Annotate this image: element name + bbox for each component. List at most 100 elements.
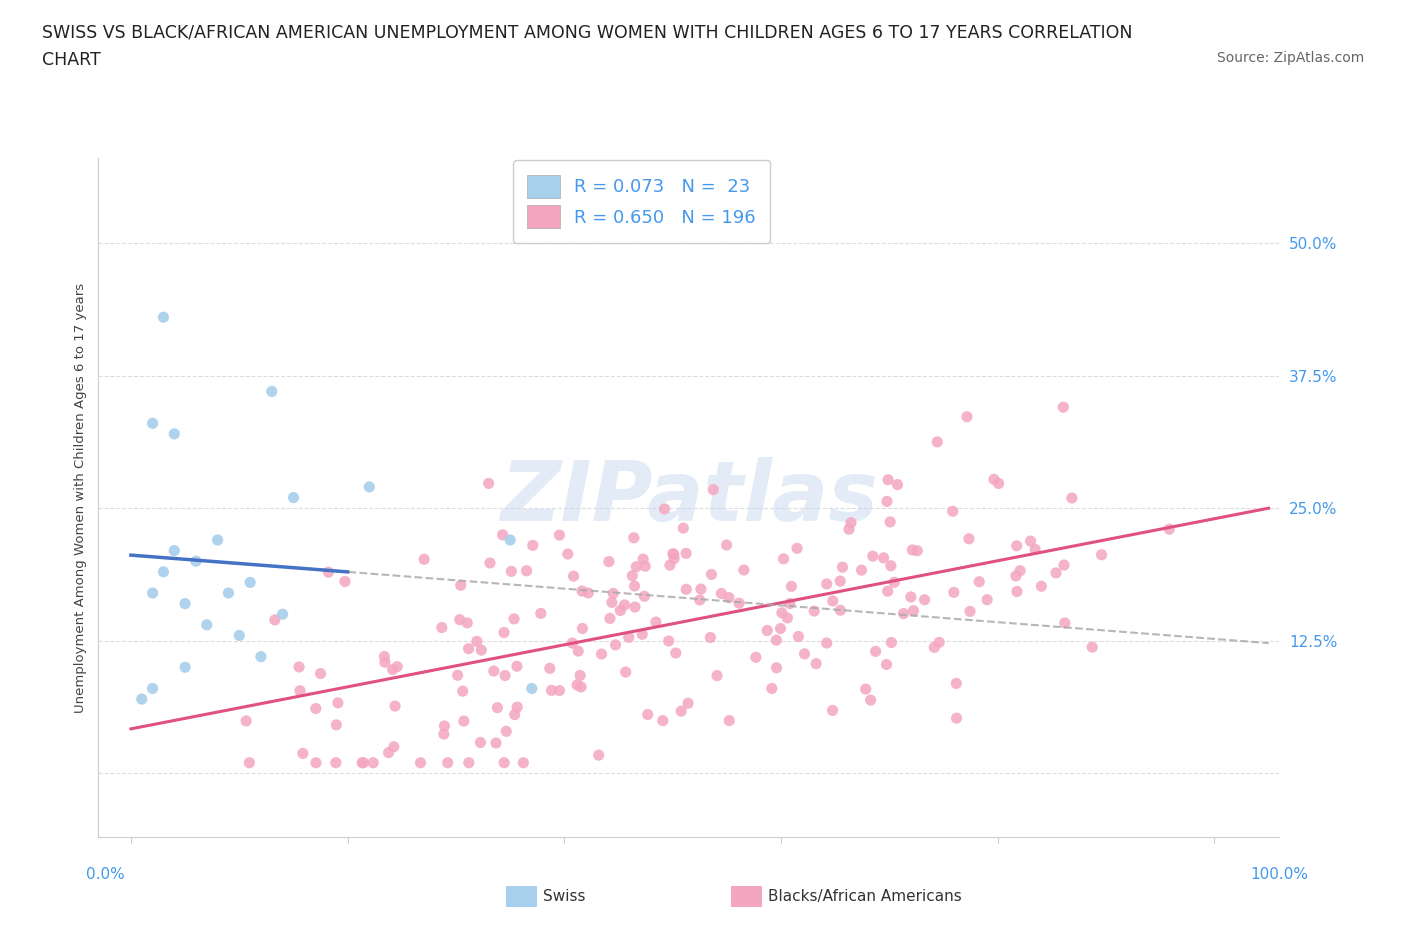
Point — [914, 592, 936, 607]
Point — [942, 504, 965, 519]
Point — [772, 551, 794, 566]
Point — [291, 746, 314, 761]
Point — [1052, 400, 1074, 415]
Point — [780, 579, 803, 594]
Point — [793, 646, 815, 661]
Legend: R = 0.073   N =  23, R = 0.650   N = 196: R = 0.073 N = 23, R = 0.650 N = 196 — [513, 160, 770, 243]
Point — [446, 668, 468, 683]
Point — [470, 643, 492, 658]
Point — [831, 560, 853, 575]
Point — [928, 635, 950, 650]
Point — [905, 543, 928, 558]
Point — [228, 628, 250, 643]
Text: Source: ZipAtlas.com: Source: ZipAtlas.com — [1216, 51, 1364, 65]
Point — [839, 515, 862, 530]
Point — [872, 551, 894, 565]
Point — [385, 659, 408, 674]
Point — [662, 547, 685, 562]
Point — [382, 739, 405, 754]
Text: ZIPatlas: ZIPatlas — [501, 457, 877, 538]
Point — [217, 586, 239, 601]
Point — [305, 755, 328, 770]
Point — [830, 574, 852, 589]
Point — [654, 501, 676, 516]
Point — [591, 646, 613, 661]
Point — [540, 683, 562, 698]
Point — [588, 748, 610, 763]
Point — [676, 696, 699, 711]
Point — [436, 755, 458, 770]
Point — [451, 684, 474, 698]
Point — [815, 635, 838, 650]
Point — [803, 604, 825, 618]
Point — [1010, 564, 1032, 578]
Point — [675, 546, 697, 561]
Point — [512, 755, 534, 770]
Point — [450, 578, 472, 592]
Point — [548, 527, 571, 542]
Point — [602, 586, 624, 601]
Point — [495, 724, 517, 738]
Point — [283, 490, 305, 505]
Point — [576, 586, 599, 601]
Point — [485, 736, 508, 751]
Point — [621, 568, 644, 583]
Text: 0.0%: 0.0% — [86, 867, 125, 882]
Text: CHART: CHART — [42, 51, 101, 69]
Point — [804, 657, 827, 671]
Point — [769, 621, 792, 636]
Point — [377, 745, 399, 760]
Point — [598, 554, 620, 569]
Point — [152, 565, 174, 579]
Point — [1081, 640, 1104, 655]
Point — [457, 755, 479, 770]
Point — [522, 538, 544, 552]
Point — [478, 476, 501, 491]
Point — [830, 603, 852, 618]
Point — [710, 586, 733, 601]
Point — [821, 703, 844, 718]
Point — [494, 755, 516, 770]
Point — [879, 514, 901, 529]
Point — [876, 657, 898, 671]
Point — [942, 585, 965, 600]
Point — [624, 600, 647, 615]
Point — [599, 611, 621, 626]
Point — [326, 696, 349, 711]
Point — [662, 546, 685, 561]
Point — [1053, 558, 1076, 573]
Point — [263, 613, 285, 628]
Point — [430, 620, 453, 635]
Point — [557, 547, 579, 562]
Point — [634, 559, 657, 574]
Point — [665, 645, 688, 660]
Point — [1005, 538, 1028, 553]
Point — [886, 477, 908, 492]
Point — [152, 310, 174, 325]
Point — [250, 649, 273, 664]
Point — [987, 476, 1010, 491]
Point — [373, 649, 395, 664]
Point — [506, 699, 529, 714]
Point — [733, 563, 755, 578]
Point — [901, 542, 924, 557]
Point — [333, 574, 356, 589]
Point — [453, 713, 475, 728]
Point — [184, 553, 207, 568]
Point — [433, 719, 456, 734]
Point — [503, 611, 526, 626]
Point — [142, 681, 165, 696]
Point — [492, 527, 515, 542]
Point — [877, 472, 900, 487]
Point — [1090, 548, 1112, 563]
Point — [662, 551, 685, 566]
Point — [142, 416, 165, 431]
Point — [325, 755, 347, 770]
Point — [716, 538, 738, 552]
Point — [478, 555, 501, 570]
Point — [239, 575, 262, 590]
Point — [883, 575, 905, 590]
Point — [945, 711, 967, 725]
Point — [562, 568, 585, 583]
Point — [658, 558, 681, 573]
